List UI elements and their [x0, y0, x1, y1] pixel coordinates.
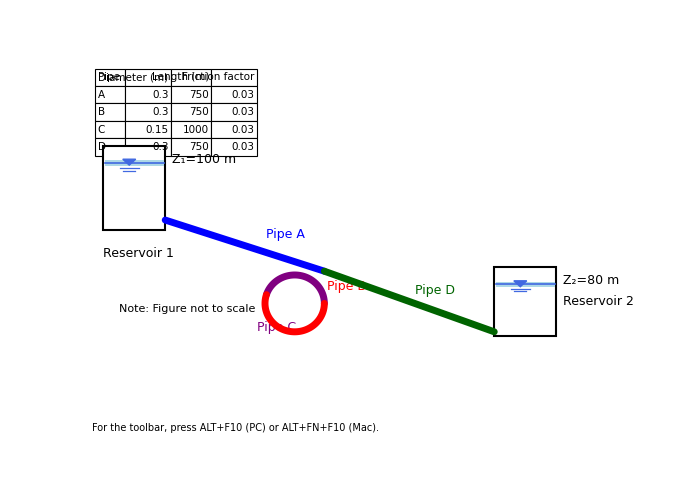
Bar: [95, 68, 125, 86]
Text: 0.03: 0.03: [232, 142, 255, 152]
Bar: [171, 68, 211, 86]
Bar: [211, 121, 257, 138]
Bar: [171, 138, 211, 155]
Bar: [95, 121, 125, 138]
Bar: [95, 103, 125, 121]
Text: For the toolbar, press ALT+F10 (PC) or ALT+FN+F10 (Mac).: For the toolbar, press ALT+F10 (PC) or A…: [93, 423, 379, 433]
Text: Reservoir 2: Reservoir 2: [563, 295, 633, 308]
Bar: [211, 138, 257, 155]
Bar: [105, 160, 164, 166]
Bar: [95, 138, 125, 155]
Bar: [95, 86, 125, 103]
Text: D: D: [97, 142, 106, 152]
Text: 750: 750: [189, 142, 209, 152]
Polygon shape: [514, 281, 527, 287]
Bar: [211, 86, 257, 103]
Text: Note: Figure not to scale: Note: Figure not to scale: [120, 304, 255, 314]
Bar: [496, 282, 555, 287]
Bar: [103, 146, 165, 229]
Text: Friction factor: Friction factor: [182, 72, 255, 82]
Text: 0.03: 0.03: [232, 90, 255, 100]
Text: Pipe D: Pipe D: [415, 283, 454, 297]
Text: Reservoir 1: Reservoir 1: [103, 246, 174, 260]
Text: Pipe: Pipe: [97, 72, 120, 82]
Polygon shape: [122, 159, 136, 165]
Bar: [125, 138, 171, 155]
Text: 750: 750: [189, 107, 209, 117]
Bar: [171, 103, 211, 121]
Bar: [125, 121, 171, 138]
Text: 0.3: 0.3: [152, 90, 168, 100]
Text: 0.03: 0.03: [232, 107, 255, 117]
Text: 0.3: 0.3: [152, 142, 168, 152]
Text: Z₂=80 m: Z₂=80 m: [563, 274, 619, 287]
Text: Diameter (m): Diameter (m): [98, 72, 168, 82]
Text: 1000: 1000: [183, 124, 209, 134]
Text: 750: 750: [189, 90, 209, 100]
Text: C: C: [97, 124, 105, 134]
Text: Pipe B: Pipe B: [327, 280, 366, 293]
Bar: [171, 121, 211, 138]
Text: A: A: [97, 90, 105, 100]
Text: Z₁=100 m: Z₁=100 m: [172, 153, 236, 165]
Text: B: B: [97, 107, 105, 117]
Text: Pipe C: Pipe C: [258, 321, 296, 334]
Bar: [494, 268, 556, 336]
Text: Length (m): Length (m): [152, 72, 209, 82]
Bar: [125, 86, 171, 103]
Bar: [171, 86, 211, 103]
Text: 0.3: 0.3: [152, 107, 168, 117]
Bar: [125, 68, 171, 86]
Text: 0.15: 0.15: [145, 124, 168, 134]
Text: 0.03: 0.03: [232, 124, 255, 134]
Bar: [125, 103, 171, 121]
Bar: [211, 103, 257, 121]
Text: Pipe A: Pipe A: [267, 228, 306, 241]
Bar: [211, 68, 257, 86]
